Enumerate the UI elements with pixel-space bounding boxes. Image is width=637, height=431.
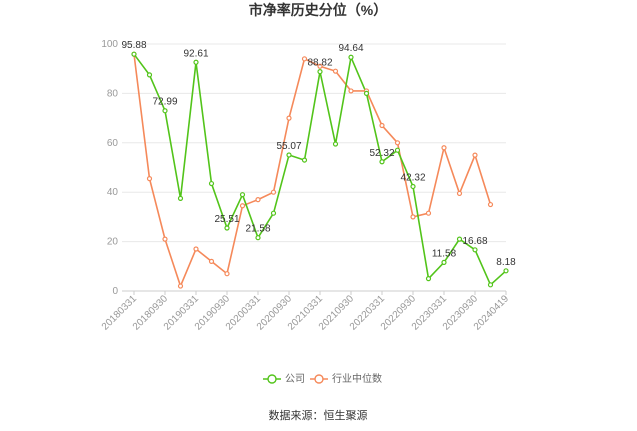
data-point [270, 189, 277, 195]
data-point [162, 236, 168, 242]
data-point [286, 152, 292, 158]
legend-label: 公司 [285, 374, 305, 385]
data-label: 95.88 [121, 40, 146, 51]
data-label: 72.99 [152, 97, 177, 108]
data-point [146, 72, 153, 78]
data-point [487, 201, 494, 208]
data-point [301, 157, 308, 163]
data-point [394, 147, 401, 153]
data-point [255, 235, 261, 241]
data-point [177, 195, 184, 201]
data-point [441, 145, 447, 151]
data-label: 8.18 [496, 257, 516, 268]
x-axis: 2018033120180930201903312019093020200331… [100, 291, 511, 333]
data-point [131, 51, 137, 57]
data-point [224, 225, 230, 231]
data-point [208, 180, 215, 187]
data-point [332, 68, 339, 74]
data-point [177, 283, 184, 289]
data-point [348, 54, 354, 60]
data-point [255, 197, 261, 203]
data-label: 16.68 [462, 236, 487, 247]
data-label: 42.32 [400, 172, 425, 183]
y-tick-label: 60 [107, 138, 119, 149]
data-point [224, 271, 230, 277]
grid [122, 43, 506, 292]
data-label: 94.64 [338, 43, 363, 54]
source-note: 数据来源：恒生聚源 [269, 408, 368, 422]
data-point [410, 214, 416, 220]
data-label: 21.58 [245, 224, 270, 235]
data-label: 52.32 [369, 148, 394, 159]
legend-item-1[interactable]: 行业中位数 [310, 372, 382, 385]
chart-title: 市净率历史分位（%） [249, 2, 387, 18]
legend-swatch-marker [314, 374, 324, 384]
data-point [503, 268, 509, 274]
y-tick-label: 20 [107, 237, 119, 248]
data-label: 25.51 [214, 214, 239, 225]
data-point [348, 88, 354, 94]
data-point [379, 159, 385, 165]
data-point [394, 140, 401, 146]
legend-item-0[interactable]: 公司 [263, 374, 305, 385]
data-point [363, 90, 370, 97]
data-point [239, 192, 246, 198]
series-line-1 [133, 54, 492, 289]
data-point [162, 108, 168, 114]
y-tick-label: 80 [107, 88, 119, 99]
series-points [131, 51, 509, 289]
data-point [146, 176, 153, 182]
data-point [301, 56, 308, 62]
data-point [456, 236, 463, 242]
data-point [472, 247, 478, 253]
data-label: 88.82 [307, 58, 332, 69]
data-point [317, 63, 323, 69]
y-tick-label: 100 [101, 39, 118, 50]
data-point [270, 210, 277, 216]
legend-label: 行业中位数 [332, 372, 382, 385]
data-point [410, 183, 416, 190]
data-point [286, 115, 292, 121]
y-tick-label: 40 [107, 187, 119, 198]
data-label: 92.61 [183, 48, 208, 59]
data-point [472, 152, 478, 158]
data-point [208, 258, 215, 264]
data-point [441, 259, 447, 265]
data-point [193, 59, 199, 65]
data-point [425, 210, 432, 216]
data-point [379, 122, 385, 129]
data-labels: 95.88 72.99 92.61 25.51 21.58 55.07 88.82 94.64… [121, 40, 516, 268]
data-point [332, 141, 339, 147]
y-axis: 0 20 40 60 80 100 [101, 39, 118, 297]
data-label: 11.58 [432, 248, 457, 259]
data-label: 55.07 [276, 141, 301, 152]
data-point [239, 203, 246, 209]
legend[interactable]: 公司 行业中位数 [263, 372, 382, 385]
data-point [425, 276, 432, 282]
legend-swatch-marker [267, 374, 277, 384]
y-tick-label: 0 [112, 286, 118, 297]
data-point [193, 246, 199, 252]
data-point [456, 190, 463, 197]
data-point [317, 69, 323, 75]
data-point [487, 282, 494, 288]
